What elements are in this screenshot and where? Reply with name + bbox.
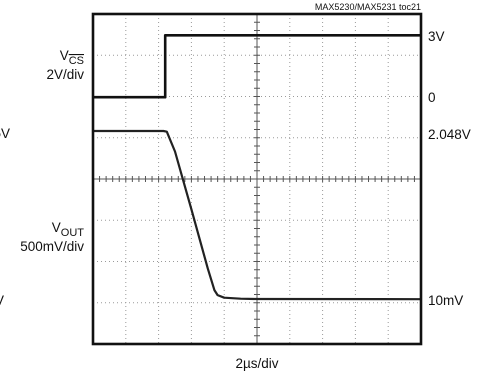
clipped-label-1: 5V [0,126,10,141]
vcs-low-label: 0 [428,90,436,105]
plot-frame [91,12,423,346]
trace-vcs [93,34,421,99]
vout-start-label: 2.048V [428,127,471,142]
trace-vout [93,129,422,301]
vout-label: VOUT [52,220,85,239]
vcs-high-label: 3V [428,29,445,44]
vcs-label-name: V [60,48,69,63]
traces [93,34,422,301]
part-label: MAX5230/MAX5231 toc21 [315,2,421,12]
vout-scale-label: 500mV/div [20,239,84,254]
vcs-label: VCS [60,48,84,67]
vout-end-label: 10mV [428,293,463,308]
vcs-scale-label: 2V/div [46,67,84,82]
x-axis-label: 2µs/div [235,356,278,371]
center-axis-ticks [92,13,422,345]
clipped-label-2: V [0,293,4,308]
vcs-label-sub: CS [69,55,84,67]
vout-label-name: V [52,220,61,235]
vout-label-sub: OUT [61,227,85,239]
